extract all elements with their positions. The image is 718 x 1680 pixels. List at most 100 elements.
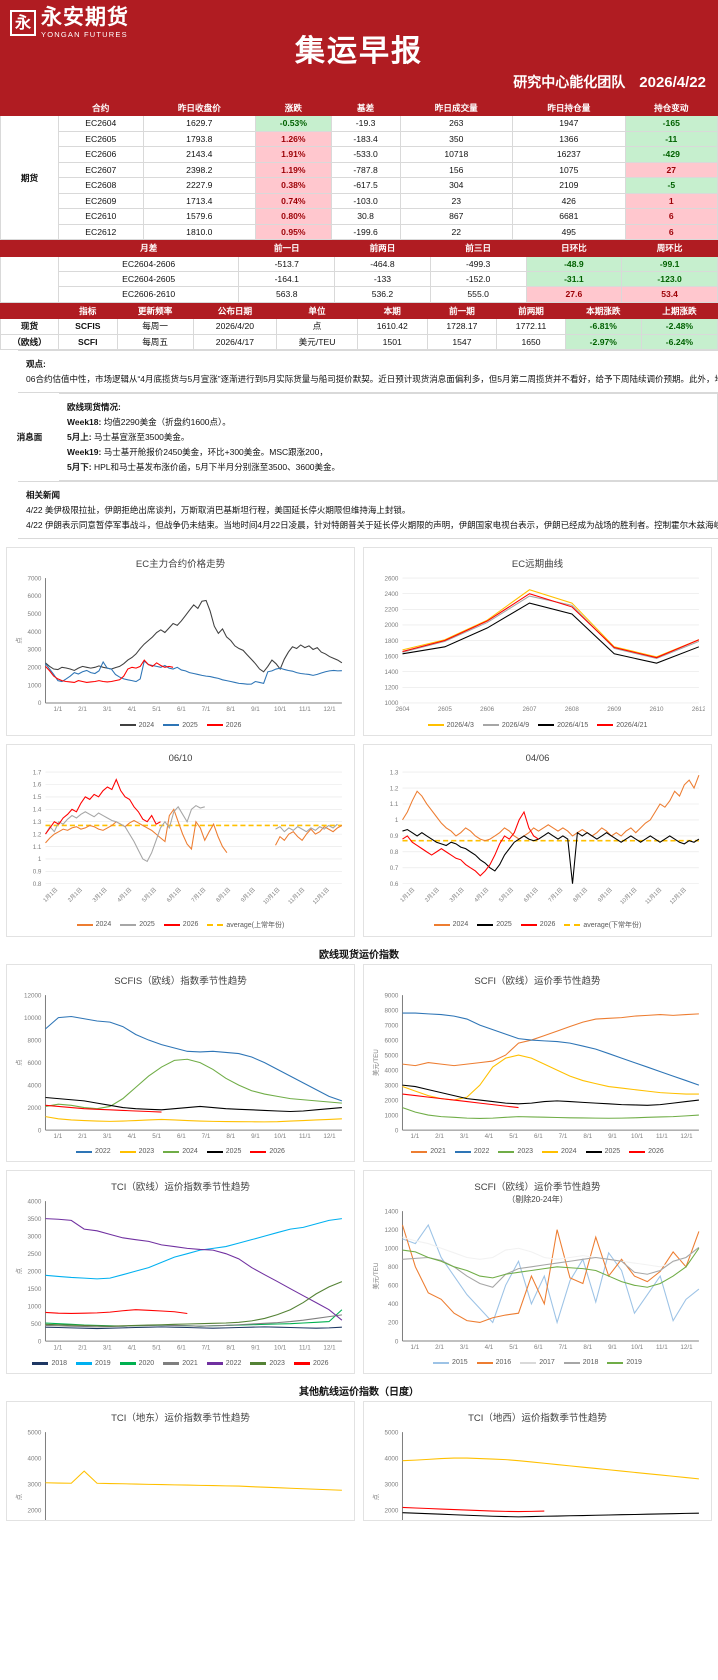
report-page: 永 永安期货 YONGAN FUTURES 集运早报 研究中心能化团队 2026…: [0, 0, 718, 1521]
svg-text:3/1: 3/1: [460, 1133, 469, 1140]
cell-dod: -48.9: [525, 255, 623, 272]
cell-day1: -513.7: [238, 255, 336, 272]
chart-legend: 2022 2023 2024 2025 2026: [13, 1148, 348, 1157]
legend-label: 2025: [604, 1148, 621, 1156]
news-line: Week19: 马士基开舱报价2450美金，环比+300美金。MSC跟涨200，: [67, 445, 709, 459]
legend-item: 2023: [119, 1148, 154, 1155]
cell-indicator: SCFIS: [58, 318, 118, 335]
logo-mark-icon: 永: [10, 9, 36, 36]
svg-text:0.9: 0.9: [390, 833, 399, 840]
cell-change: -0.53%: [255, 115, 332, 132]
legend-item: 2025: [477, 920, 512, 930]
chart-title: SCFIS（欧线）指数季节性趋势: [114, 975, 247, 987]
news-panel-cell: 欧线现货情况: Week18: 均值2290美金（折盘约1600点）。 5月上:…: [58, 393, 718, 482]
header-meta: 研究中心能化团队 2026/4/22: [513, 72, 706, 92]
cell-change: 0.80%: [255, 208, 332, 225]
news-line-label: Week18:: [67, 417, 102, 428]
svg-text:2/1: 2/1: [78, 1133, 87, 1140]
viewpoint-cell: 观点: 06合约估值中性，市场逻辑从“4月底揽货与5月宣涨”逐渐进行到5月实际货…: [17, 350, 718, 394]
svg-text:7月1日: 7月1日: [547, 886, 564, 903]
cell-basis: 30.8: [330, 208, 401, 225]
chart-scfi-seasonal-ex: SCFI（欧线）运价季节性趋势 （剔除20-24年） 0 200 400 600 800…: [363, 1170, 712, 1374]
col-openinterest: 昨日持仓量: [512, 99, 626, 117]
svg-text:美元/TEU: 美元/TEU: [371, 1049, 380, 1076]
chart-subtitle: （剔除20-24年）: [507, 1195, 568, 1205]
futures-row-label: 期货: [0, 115, 59, 241]
svg-text:1.7: 1.7: [33, 769, 42, 776]
legend-item: 2026: [293, 1360, 329, 1367]
legend-label: 2026: [539, 921, 556, 929]
legend-item: 2026: [629, 1148, 664, 1155]
chart-title: TCI（地西）运价指数季节性趋势: [468, 1412, 607, 1424]
legend-label: 2026: [648, 1148, 664, 1156]
svg-text:3000: 3000: [27, 647, 41, 654]
news-panel-row: 消息面 欧线现货情况: Week18: 均值2290美金（折盘约1600点）。 …: [0, 393, 718, 482]
news-line-text: HPL和马士基发布涨价函，5月下半月分别涨至3500、3600美金。: [93, 462, 341, 473]
cell-spread-name: EC2606-2610: [57, 286, 240, 303]
svg-text:0: 0: [395, 1127, 399, 1134]
cell-openinterest: 2109: [512, 177, 626, 194]
svg-text:12/1: 12/1: [680, 1344, 693, 1351]
chart-svg: 0 200 400 600 800 1000 1200 1400 美元/TEU 1/1 2/1 3/1…: [371, 1209, 700, 1351]
legend-label: 2020: [138, 1359, 155, 1367]
chart-svg: 0.8 0.9 1 1.1 1.2 1.3 1.4 1.5 1.6 1.7 1月1日 2月1日 3月1日…: [33, 769, 343, 906]
legend-item: 2024: [76, 920, 111, 930]
svg-text:2604: 2604: [396, 706, 410, 713]
legend-item: 2025: [206, 1148, 241, 1155]
legend-item: 2025: [163, 722, 198, 729]
cell-prev2: 1772.11: [496, 318, 566, 335]
legend-item: 2017: [520, 1359, 555, 1366]
svg-text:2月1日: 2月1日: [67, 886, 84, 903]
svg-text:9月1日: 9月1日: [239, 886, 256, 903]
svg-text:9/1: 9/1: [251, 1133, 260, 1140]
legend-label: 2021: [430, 1148, 446, 1156]
cell-frequency: 每周一: [116, 318, 194, 335]
cell-cur-change: -2.97%: [564, 333, 642, 351]
svg-text:1/1: 1/1: [53, 1133, 62, 1140]
legend-item-average: average(下常年份): [564, 920, 641, 930]
chart-svg: 1000 1200 1400 1600 1800 2000 2200 2400 2600 2604…: [384, 576, 705, 714]
svg-text:0: 0: [395, 1338, 399, 1345]
chart-svg: 0 500 1000 1500 2000 2500 3000 3500 4000 点 1/1 2/1 3…: [15, 1199, 343, 1352]
news-line: 5月上: 马士基宣涨至3500美金。: [67, 430, 709, 444]
chart-title: 06/10: [168, 752, 193, 764]
svg-text:1月1日: 1月1日: [399, 886, 416, 903]
chart-legend: 2018 2019 2020 2021 2022 2023 2026: [13, 1360, 348, 1369]
svg-text:12月1日: 12月1日: [311, 886, 331, 906]
legend-label: 2019: [95, 1359, 111, 1367]
svg-text:0.8: 0.8: [390, 849, 399, 856]
chart-row-3: SCFIS（欧线）指数季节性趋势 0 2000 4000 6000 8000 10000 1…: [6, 963, 712, 1163]
svg-text:6/1: 6/1: [177, 706, 186, 713]
chart-title: TCI（欧线）运价指数季节性趋势: [111, 1182, 250, 1194]
svg-text:9000: 9000: [384, 992, 398, 999]
svg-text:10月1日: 10月1日: [262, 886, 282, 906]
cell-oi-change: -429: [624, 146, 718, 163]
svg-text:2000: 2000: [384, 1097, 398, 1104]
legend-item: 2024: [542, 1148, 577, 1155]
svg-text:7/1: 7/1: [202, 1345, 211, 1352]
svg-text:7/1: 7/1: [202, 706, 211, 713]
chart-plot-area: 0.6 0.7 0.8 0.9 1 1.1 1.2 1.3 1月1日 2月1日 3月1日 4月1日 5月…: [370, 766, 705, 918]
svg-text:2400: 2400: [384, 591, 398, 598]
svg-text:6/1: 6/1: [177, 1133, 186, 1140]
cell-openinterest: 6681: [512, 208, 626, 225]
svg-text:1.1: 1.1: [390, 801, 399, 808]
svg-text:2608: 2608: [565, 706, 579, 713]
cell-pubdate: 2026/4/17: [192, 333, 278, 351]
legend-label: 2024: [182, 1148, 198, 1156]
svg-text:10/1: 10/1: [631, 1344, 644, 1351]
svg-text:0.7: 0.7: [390, 865, 399, 872]
svg-text:11月1日: 11月1日: [644, 886, 663, 905]
cell-pubdate: 2026/4/20: [192, 318, 278, 335]
cell-openinterest: 16237: [512, 146, 626, 163]
company-logo: 永 永安期货 YONGAN FUTURES: [10, 7, 129, 39]
svg-text:点: 点: [372, 1494, 380, 1500]
svg-text:2607: 2607: [523, 706, 537, 713]
chart-title: EC远期曲线: [511, 559, 564, 571]
svg-text:2612: 2612: [692, 706, 705, 713]
cell-wow: -99.1: [621, 255, 718, 272]
svg-text:3/1: 3/1: [103, 1133, 112, 1140]
cell-day2: -133: [334, 270, 431, 288]
cell-basis: -103.0: [330, 192, 401, 210]
svg-text:7/1: 7/1: [559, 1344, 568, 1351]
